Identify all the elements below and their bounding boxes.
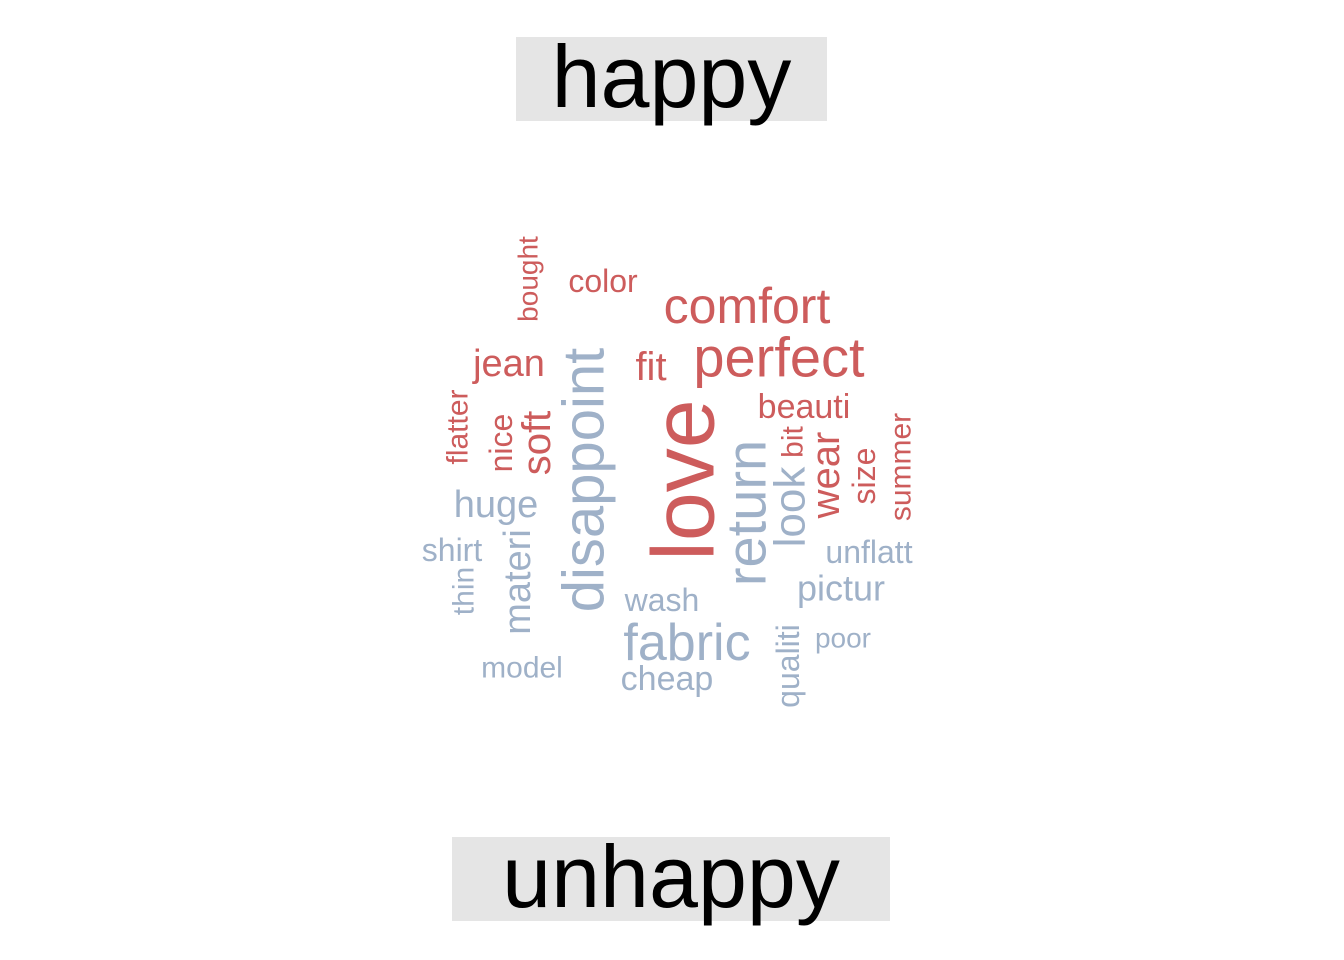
word-perfect: perfect: [693, 326, 865, 389]
word-comfort: comfort: [664, 278, 831, 334]
word-model: model: [481, 652, 563, 685]
word-qualiti: qualiti: [770, 624, 806, 708]
word-wash: wash: [624, 582, 700, 618]
word-size: size: [846, 448, 882, 505]
word-fit: fit: [635, 345, 666, 389]
happy-group-label-text: happy: [551, 27, 792, 126]
word-shirt: shirt: [422, 532, 483, 568]
word-love: love: [634, 399, 733, 560]
word-huge: huge: [454, 484, 539, 526]
word-soft: soft: [515, 411, 559, 475]
word-unflatt: unflatt: [825, 534, 912, 570]
word-materi: materi: [497, 529, 539, 635]
word-pictur: pictur: [797, 568, 885, 609]
word-bit: bit: [777, 425, 810, 457]
word-cheap: cheap: [621, 660, 714, 698]
word-flatter: flatter: [442, 389, 475, 464]
word-jean: jean: [472, 343, 545, 385]
word-bought: bought: [513, 236, 544, 322]
word-poor: poor: [815, 623, 871, 654]
word-fabric: fabric: [623, 614, 750, 672]
word-return: return: [715, 440, 778, 586]
unhappy-group-label-text: unhappy: [502, 827, 840, 926]
word-wear: wear: [804, 432, 848, 520]
word-beauti: beauti: [758, 388, 851, 426]
word-thin: thin: [448, 567, 481, 615]
word-disappoint: disappoint: [552, 348, 617, 612]
word-color: color: [568, 263, 638, 299]
word-summer: summer: [885, 413, 918, 521]
happy-group-label: happy: [516, 33, 827, 121]
unhappy-group-label: unhappy: [452, 833, 890, 921]
word-nice: nice: [483, 414, 519, 473]
word-look: look: [766, 466, 815, 548]
